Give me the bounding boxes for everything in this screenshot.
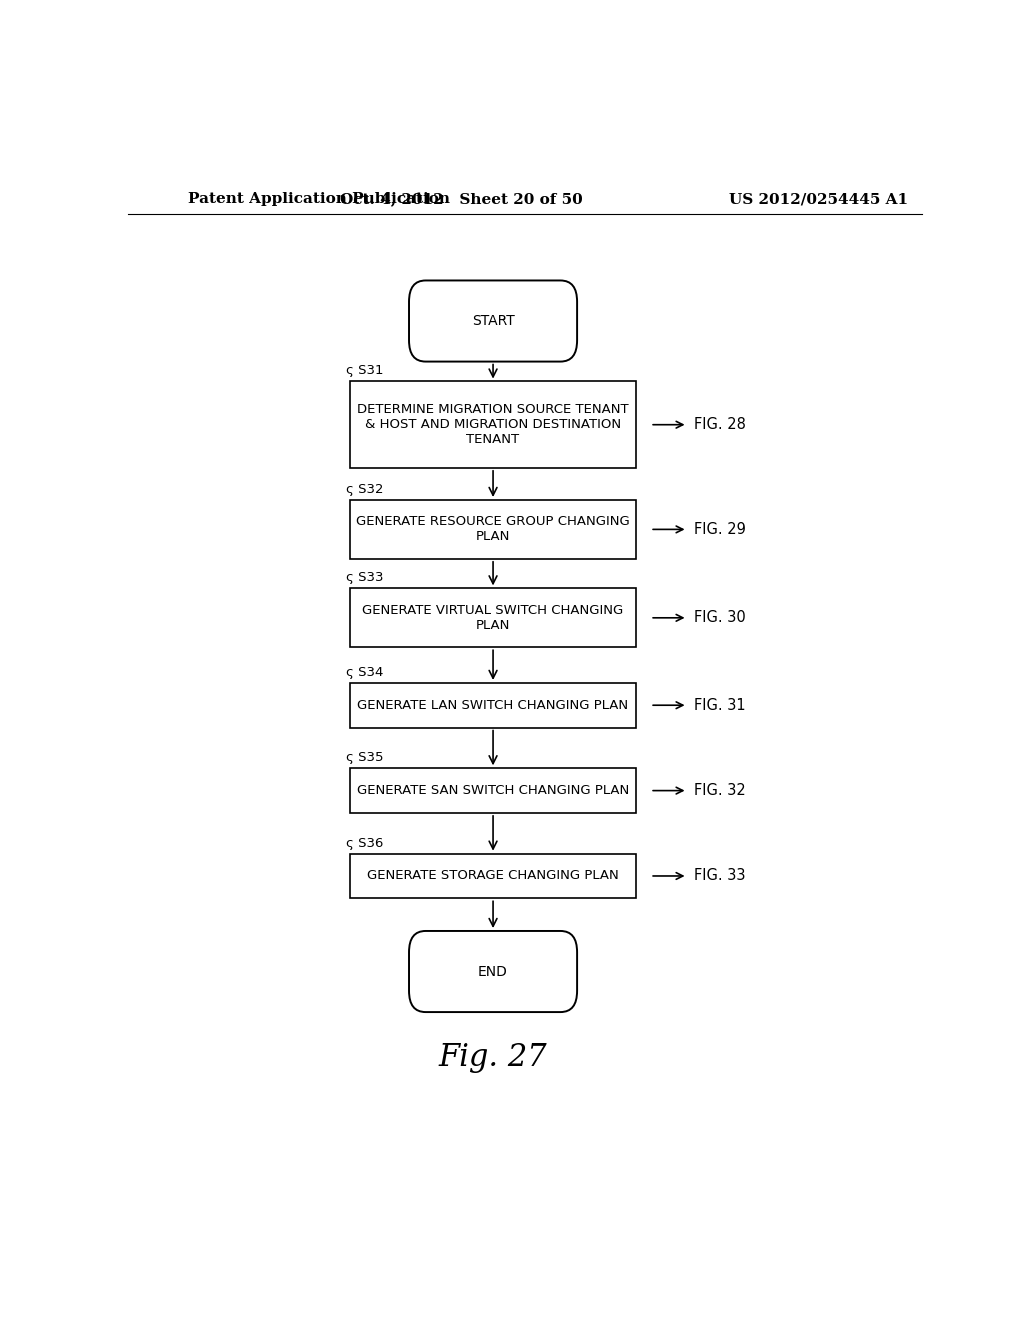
Text: ς S34: ς S34	[346, 665, 384, 678]
Text: END: END	[478, 965, 508, 978]
FancyBboxPatch shape	[350, 768, 636, 813]
Text: ς S31: ς S31	[346, 364, 384, 378]
FancyBboxPatch shape	[350, 500, 636, 558]
Text: US 2012/0254445 A1: US 2012/0254445 A1	[729, 191, 908, 206]
Text: Fig. 27: Fig. 27	[438, 1043, 548, 1073]
FancyBboxPatch shape	[409, 931, 578, 1012]
Text: START: START	[472, 314, 514, 329]
Text: FIG. 33: FIG. 33	[694, 869, 745, 883]
Text: DETERMINE MIGRATION SOURCE TENANT
& HOST AND MIGRATION DESTINATION
TENANT: DETERMINE MIGRATION SOURCE TENANT & HOST…	[357, 403, 629, 446]
Text: FIG. 28: FIG. 28	[694, 417, 745, 432]
Text: Oct. 4, 2012   Sheet 20 of 50: Oct. 4, 2012 Sheet 20 of 50	[340, 191, 583, 206]
Text: Patent Application Publication: Patent Application Publication	[187, 191, 450, 206]
Text: ς S32: ς S32	[346, 483, 384, 496]
Text: FIG. 29: FIG. 29	[694, 521, 745, 537]
Text: ς S36: ς S36	[346, 837, 384, 850]
Text: ς S33: ς S33	[346, 572, 384, 585]
FancyBboxPatch shape	[350, 854, 636, 899]
FancyBboxPatch shape	[350, 589, 636, 647]
Text: GENERATE VIRTUAL SWITCH CHANGING
PLAN: GENERATE VIRTUAL SWITCH CHANGING PLAN	[362, 603, 624, 632]
Text: ς S35: ς S35	[346, 751, 384, 764]
Text: GENERATE SAN SWITCH CHANGING PLAN: GENERATE SAN SWITCH CHANGING PLAN	[357, 784, 629, 797]
Text: FIG. 30: FIG. 30	[694, 610, 745, 626]
Text: GENERATE STORAGE CHANGING PLAN: GENERATE STORAGE CHANGING PLAN	[368, 870, 618, 883]
Text: GENERATE LAN SWITCH CHANGING PLAN: GENERATE LAN SWITCH CHANGING PLAN	[357, 698, 629, 711]
Text: GENERATE RESOURCE GROUP CHANGING
PLAN: GENERATE RESOURCE GROUP CHANGING PLAN	[356, 515, 630, 544]
FancyBboxPatch shape	[409, 280, 578, 362]
Text: FIG. 32: FIG. 32	[694, 783, 745, 799]
FancyBboxPatch shape	[350, 381, 636, 467]
FancyBboxPatch shape	[350, 682, 636, 727]
Text: FIG. 31: FIG. 31	[694, 698, 745, 713]
